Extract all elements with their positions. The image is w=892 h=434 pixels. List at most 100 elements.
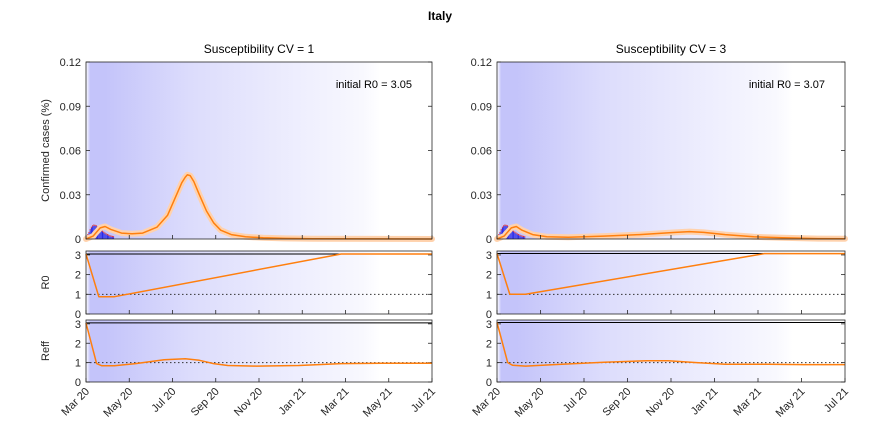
fit-line bbox=[85, 322, 432, 367]
reported-case-bar bbox=[100, 230, 102, 239]
reported-case-bar bbox=[113, 237, 115, 239]
reported-case-bar-tip bbox=[513, 230, 515, 232]
x-tick-label: May 21 bbox=[361, 386, 395, 420]
y-tick-label: 0 bbox=[75, 234, 81, 246]
reported-case-bar bbox=[514, 232, 516, 239]
reported-case-bar bbox=[518, 235, 520, 239]
figure-title: Italy bbox=[428, 9, 452, 23]
x-tick-label: Mar 21 bbox=[731, 386, 764, 419]
y-tick-label: 0.09 bbox=[471, 101, 492, 113]
reported-case-bar-tip bbox=[500, 228, 502, 231]
reported-case-bar bbox=[102, 231, 103, 239]
reported-case-bar-tip bbox=[503, 225, 505, 227]
x-tick-label: Sep 20 bbox=[600, 386, 633, 419]
y-tick-label: 1 bbox=[486, 358, 492, 370]
reported-case-bar bbox=[105, 234, 107, 239]
x-tick-label: Nov 20 bbox=[232, 386, 265, 419]
y-tick-label: 0 bbox=[486, 309, 492, 321]
fit-line bbox=[496, 225, 846, 240]
reported-case-bar-tip bbox=[504, 224, 506, 226]
reported-case-bar bbox=[106, 235, 108, 239]
reported-case-bar bbox=[104, 233, 106, 239]
panel-title: Susceptibility CV = 3 bbox=[616, 42, 727, 56]
y-tick-label: 0.09 bbox=[60, 101, 81, 113]
intervention-shading bbox=[497, 251, 845, 314]
reported-case-bar-tip bbox=[113, 236, 115, 238]
reported-case-bar bbox=[103, 232, 105, 239]
y-tick-label: 2 bbox=[75, 270, 81, 282]
fit-line bbox=[496, 252, 845, 296]
cases-panel: 0 0.03 0.06 0.09 0.12 Confirmed cases (%) init… bbox=[40, 57, 435, 246]
reported-case-bar bbox=[110, 236, 112, 239]
reported-case-bar-tip bbox=[95, 225, 97, 227]
x-tick-label: Jul 21 bbox=[409, 386, 438, 415]
x-tick-label: Jan 21 bbox=[277, 386, 309, 418]
reported-case-bar-tip bbox=[523, 235, 524, 238]
reported-case-bar-tip bbox=[499, 231, 501, 234]
y-tick-label: 0 bbox=[486, 234, 492, 246]
reported-case-bar bbox=[513, 231, 515, 239]
reported-case-bar bbox=[108, 235, 110, 239]
y-tick-label: 0.06 bbox=[60, 146, 81, 158]
intervention-shading bbox=[497, 62, 845, 239]
panel-title: Susceptibility CV = 1 bbox=[204, 42, 315, 56]
y-tick-label: 1 bbox=[486, 289, 492, 301]
chart-column-2: Susceptibility CV = 3 0 0.03 0.06 0.09 0.12 in… bbox=[470, 42, 851, 420]
y-tick-label: 0 bbox=[75, 309, 81, 321]
y-axis-label: Confirmed cases (%) bbox=[40, 99, 52, 202]
reported-case-bar-tip bbox=[89, 228, 91, 231]
reported-case-bar bbox=[516, 234, 518, 239]
x-tick-label: Mar 21 bbox=[319, 386, 352, 419]
reported-case-bar-tip bbox=[524, 236, 526, 238]
x-tick-label: Mar 20 bbox=[59, 386, 92, 419]
initial-r0-annotation: initial R0 = 3.05 bbox=[336, 79, 412, 91]
y-tick-label: 2 bbox=[75, 338, 81, 350]
y-tick-label: 1 bbox=[75, 358, 81, 370]
reported-case-bar-tip bbox=[518, 233, 520, 236]
y-axis-label: R0 bbox=[40, 275, 52, 289]
reported-case-bar-tip bbox=[498, 234, 500, 236]
reported-case-bar-tip bbox=[506, 225, 508, 227]
x-tick-label: May 21 bbox=[774, 386, 808, 420]
reported-case-bar bbox=[521, 236, 523, 239]
reported-case-bar-tip bbox=[110, 235, 112, 237]
reported-case-bar-tip bbox=[111, 235, 113, 238]
reported-case-bar bbox=[109, 236, 111, 239]
initial-r0-annotation: initial R0 = 3.07 bbox=[749, 79, 825, 91]
reported-case-bar-tip bbox=[521, 235, 523, 237]
reported-case-bar-tip bbox=[106, 233, 108, 236]
reported-case-bar bbox=[90, 227, 92, 239]
reported-case-bar-tip bbox=[92, 225, 94, 227]
y-tick-label: 3 bbox=[75, 319, 81, 331]
y-axis-label: Reff bbox=[40, 340, 52, 361]
reported-case-bar bbox=[99, 229, 101, 239]
reported-case-bar-tip bbox=[102, 230, 103, 232]
x-tick-label: Jul 21 bbox=[822, 386, 851, 415]
x-tick-label: Jul 20 bbox=[561, 386, 590, 415]
x-tick-label: Sep 20 bbox=[189, 386, 222, 419]
reported-case-bar-tip bbox=[108, 234, 110, 236]
reported-case-bar-tip bbox=[88, 231, 90, 234]
x-tick-label: Mar 20 bbox=[470, 386, 503, 419]
intervention-shading bbox=[86, 62, 432, 239]
x-tick-label: Jan 21 bbox=[689, 386, 721, 418]
x-tick-label: May 20 bbox=[513, 386, 547, 420]
y-tick-label: 0.03 bbox=[471, 190, 492, 202]
intervention-shading bbox=[86, 320, 432, 382]
y-tick-label: 0.06 bbox=[471, 146, 492, 158]
y-tick-label: 2 bbox=[486, 338, 492, 350]
reported-case-bar bbox=[111, 237, 113, 239]
cases-panel: 0 0.03 0.06 0.09 0.12 initial R0 = 3.07 bbox=[471, 57, 848, 246]
reported-case-bar-tip bbox=[94, 224, 96, 227]
reported-case-bar bbox=[515, 233, 517, 239]
reported-case-bar-tip bbox=[514, 231, 516, 233]
reported-case-bar-tip bbox=[515, 232, 517, 234]
intervention-shading bbox=[86, 251, 432, 314]
x-tick-label: Jul 20 bbox=[149, 386, 178, 415]
chart-column-1: Susceptibility CV = 1 0 0.03 0.06 0.09 0.12 Co… bbox=[40, 42, 438, 420]
x-tick-label: Nov 20 bbox=[644, 386, 677, 419]
reported-case-bar-tip bbox=[501, 226, 503, 228]
y-tick-label: 3 bbox=[75, 250, 81, 262]
reported-case-bar-tip bbox=[93, 224, 95, 226]
